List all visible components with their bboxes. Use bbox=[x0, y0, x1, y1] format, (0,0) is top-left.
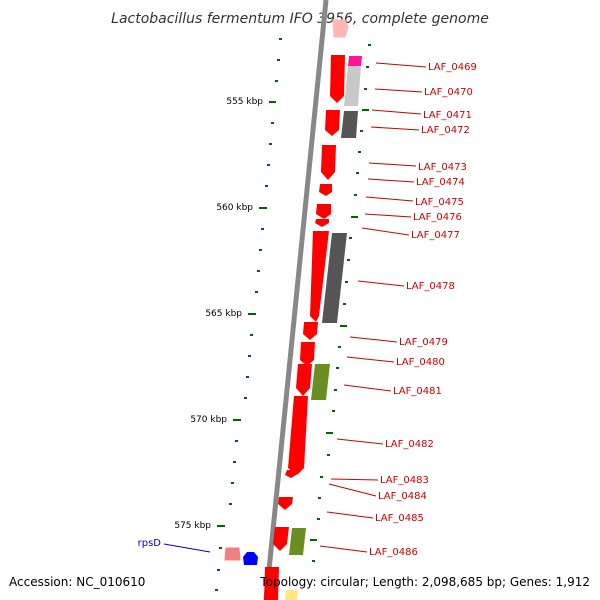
gene-label: LAF_0471 bbox=[423, 110, 472, 121]
gene-arrow bbox=[321, 145, 336, 180]
gene-arrow bbox=[316, 204, 331, 219]
gene-arrow bbox=[300, 342, 315, 366]
gene-arrow bbox=[278, 497, 293, 510]
accession-text: Accession: NC_010610 bbox=[9, 575, 145, 589]
gene-label: LAF_0469 bbox=[428, 62, 477, 73]
kbp-label: 555 kbp bbox=[226, 97, 263, 107]
topology-text: Topology: circular; Length: 2,098,685 bp… bbox=[259, 575, 590, 589]
feature-blocks bbox=[285, 56, 362, 600]
gene-arrow bbox=[288, 396, 308, 475]
kbp-label: 570 kbp bbox=[190, 415, 227, 425]
gene-arrow bbox=[264, 567, 279, 600]
gene-label: LAF_0484 bbox=[378, 491, 427, 502]
genome-backbone bbox=[263, 0, 329, 600]
pink-feature bbox=[348, 56, 362, 66]
gene-label: LAF_0477 bbox=[411, 230, 460, 241]
gene-label: LAF_0486 bbox=[369, 547, 418, 558]
gene-arrow bbox=[319, 184, 332, 196]
rpsd-label: rpsD bbox=[138, 538, 162, 549]
gray-feature bbox=[344, 66, 361, 106]
yellow-feature bbox=[285, 590, 298, 600]
olive-feature bbox=[311, 364, 330, 400]
gene-label: LAF_0482 bbox=[385, 439, 434, 450]
gene-label: LAF_0474 bbox=[416, 177, 465, 188]
salmon-feature bbox=[224, 547, 241, 561]
gene-label: LAF_0480 bbox=[396, 357, 445, 368]
label-leaders bbox=[319, 62, 427, 553]
olive-feature bbox=[289, 528, 306, 555]
gene-label: LAF_0481 bbox=[393, 386, 442, 397]
kbp-label: 575 kbp bbox=[174, 521, 211, 531]
dark-gray-feature bbox=[322, 233, 347, 323]
kbp-label: 560 kbp bbox=[216, 203, 253, 213]
gene-arrow bbox=[285, 470, 297, 478]
gene-label: LAF_0475 bbox=[415, 197, 464, 208]
gene-label: LAF_0473 bbox=[418, 162, 467, 173]
gene-arrow bbox=[315, 219, 329, 227]
blue-feature bbox=[243, 552, 258, 565]
gene-label: LAF_0485 bbox=[375, 513, 424, 524]
gene-label: LAF_0470 bbox=[424, 87, 473, 98]
gene-label: LAF_0476 bbox=[413, 212, 462, 223]
right-track-ticks bbox=[310, 44, 371, 562]
gene-arrow bbox=[330, 55, 345, 103]
gene-arrow bbox=[310, 231, 329, 322]
cds-arrows bbox=[264, 55, 345, 600]
gene-arrow bbox=[325, 110, 340, 136]
scale-ticks bbox=[215, 38, 282, 591]
kbp-label: 565 kbp bbox=[205, 309, 242, 319]
gene-arrow bbox=[303, 322, 318, 340]
top-pink-feature bbox=[332, 19, 349, 38]
gene-label: LAF_0478 bbox=[406, 281, 455, 292]
gene-labels: LAF_0469 LAF_0470 LAF_0471 LAF_0472 LAF_… bbox=[369, 62, 477, 558]
gene-label: LAF_0483 bbox=[380, 475, 429, 486]
genome-title: Lactobacillus fermentum IFO 3956, comple… bbox=[111, 11, 489, 27]
gene-label: LAF_0472 bbox=[421, 125, 470, 136]
gene-arrow bbox=[296, 364, 312, 396]
dark-gray-feature bbox=[341, 111, 358, 138]
gene-arrow bbox=[273, 527, 289, 551]
rpsd-leader bbox=[163, 543, 211, 553]
gene-label: LAF_0479 bbox=[399, 337, 448, 348]
